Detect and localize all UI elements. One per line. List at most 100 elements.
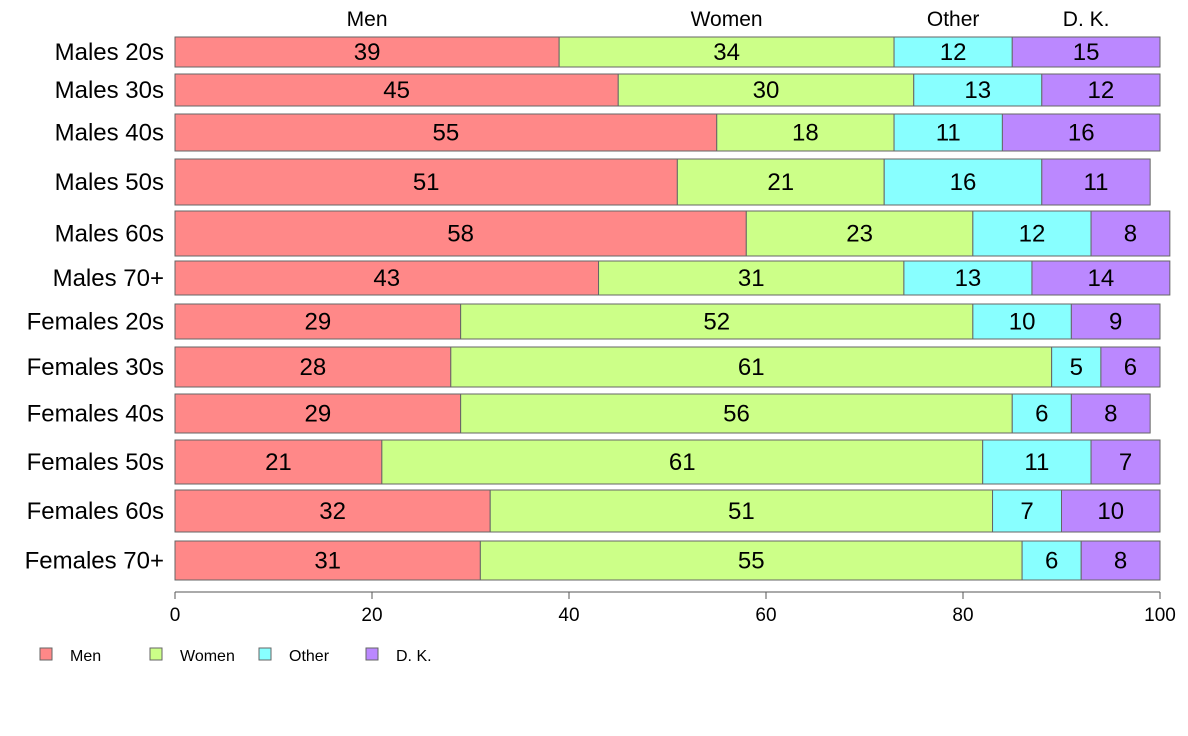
x-tick-label: 60 — [755, 605, 776, 626]
bar-segment — [174, 303, 462, 340]
bar-segment — [174, 73, 619, 107]
x-tick-label: 100 — [1144, 605, 1176, 626]
legend-label-d-k: D. K. — [396, 648, 432, 665]
data-label: 11 — [936, 120, 961, 147]
data-label: 61 — [738, 354, 765, 381]
data-label: 11 — [1024, 449, 1049, 476]
data-label: 31 — [314, 548, 341, 575]
category-label-males-50s: Males 50s — [55, 169, 164, 196]
bar-segment — [972, 210, 1092, 257]
bar-segment — [479, 540, 1023, 581]
legend-label-men: Men — [70, 648, 101, 665]
data-label: 55 — [738, 548, 765, 575]
data-label: 29 — [304, 401, 331, 428]
bar-segment — [745, 210, 974, 257]
data-label: 51 — [413, 169, 440, 196]
bar-segment — [1070, 393, 1151, 434]
category-label-males-30s: Males 30s — [55, 77, 164, 104]
bar-segment — [992, 489, 1062, 533]
data-label: 8 — [1104, 401, 1117, 428]
data-label: 12 — [1019, 221, 1046, 248]
x-tick-label: 40 — [558, 605, 579, 626]
series-header-women: Women — [691, 8, 763, 31]
data-label: 6 — [1045, 548, 1058, 575]
x-tick-label: 20 — [361, 605, 382, 626]
data-label: 8 — [1124, 221, 1137, 248]
data-label: 34 — [713, 39, 740, 66]
data-label: 7 — [1119, 449, 1132, 476]
data-label: 16 — [1068, 120, 1095, 147]
legend-swatch-other — [258, 647, 272, 661]
legend-swatch-women — [149, 647, 163, 661]
data-label: 16 — [950, 169, 977, 196]
bar-segment — [174, 540, 481, 581]
category-label-females-50s: Females 50s — [27, 449, 164, 476]
data-label: 10 — [1009, 309, 1036, 336]
x-tick-label: 80 — [952, 605, 973, 626]
bar-segment — [893, 36, 1013, 68]
data-label: 58 — [447, 221, 474, 248]
data-label: 13 — [964, 77, 991, 104]
category-label-females-30s: Females 30s — [27, 354, 164, 381]
data-label: 28 — [300, 354, 327, 381]
bar-segment — [972, 303, 1072, 340]
bar-segment — [174, 158, 678, 206]
category-label-males-70: Males 70+ — [53, 265, 164, 292]
data-label: 45 — [383, 77, 410, 104]
data-label: 12 — [940, 39, 967, 66]
category-label-males-40s: Males 40s — [55, 120, 164, 147]
bar-segment — [1021, 540, 1082, 581]
bar-segment — [174, 113, 718, 152]
data-label: 52 — [703, 309, 730, 336]
legend: Men Women Other D. K. — [39, 647, 432, 665]
bar-segment — [1061, 489, 1161, 533]
data-label: 13 — [955, 265, 982, 292]
data-label: 56 — [723, 401, 750, 428]
bar-segment — [903, 260, 1033, 296]
series-header-other: Other — [927, 8, 980, 31]
data-label: 6 — [1035, 401, 1048, 428]
data-label: 31 — [738, 265, 765, 292]
category-label-females-20s: Females 20s — [27, 309, 164, 336]
bar-segment — [617, 73, 915, 107]
bar-segment — [1011, 36, 1161, 68]
bar-segment — [1070, 303, 1161, 340]
bar-segment — [1090, 210, 1171, 257]
bar-segment — [913, 73, 1043, 107]
data-label: 61 — [669, 449, 696, 476]
data-label: 21 — [767, 169, 794, 196]
legend-swatch-d-k — [365, 647, 379, 661]
data-label: 14 — [1088, 265, 1115, 292]
category-label-females-60s: Females 60s — [27, 498, 164, 525]
data-label: 9 — [1109, 309, 1122, 336]
data-label: 6 — [1124, 354, 1137, 381]
x-tick-label: 0 — [170, 605, 181, 626]
data-label: 51 — [728, 498, 755, 525]
bar-segment — [1080, 540, 1161, 581]
data-label: 32 — [319, 498, 346, 525]
legend-label-women: Women — [180, 648, 235, 665]
data-label: 23 — [846, 221, 873, 248]
data-label: 39 — [354, 39, 381, 66]
bar-segment — [716, 113, 895, 152]
data-label: 12 — [1088, 77, 1115, 104]
category-label-males-20s: Males 20s — [55, 39, 164, 66]
bar-segment — [598, 260, 905, 296]
bar-segment — [558, 36, 895, 68]
data-label: 29 — [304, 309, 331, 336]
category-label-females-70: Females 70+ — [25, 548, 164, 575]
top-series-labels: Men Women Other D. K. — [347, 8, 1110, 31]
bar-segment — [174, 36, 560, 68]
bar-segment — [460, 393, 1013, 434]
data-label: 15 — [1073, 39, 1100, 66]
x-axis: 0 20 40 60 80 100 — [170, 591, 1176, 626]
category-label-males-60s: Males 60s — [55, 221, 164, 248]
bar-segment — [1041, 158, 1151, 206]
bar-segment — [1011, 393, 1072, 434]
bar-segment — [1041, 73, 1161, 107]
series-header-d-k: D. K. — [1063, 8, 1110, 31]
bar-segment — [489, 489, 994, 533]
data-label: 30 — [753, 77, 780, 104]
data-label: 55 — [433, 120, 460, 147]
